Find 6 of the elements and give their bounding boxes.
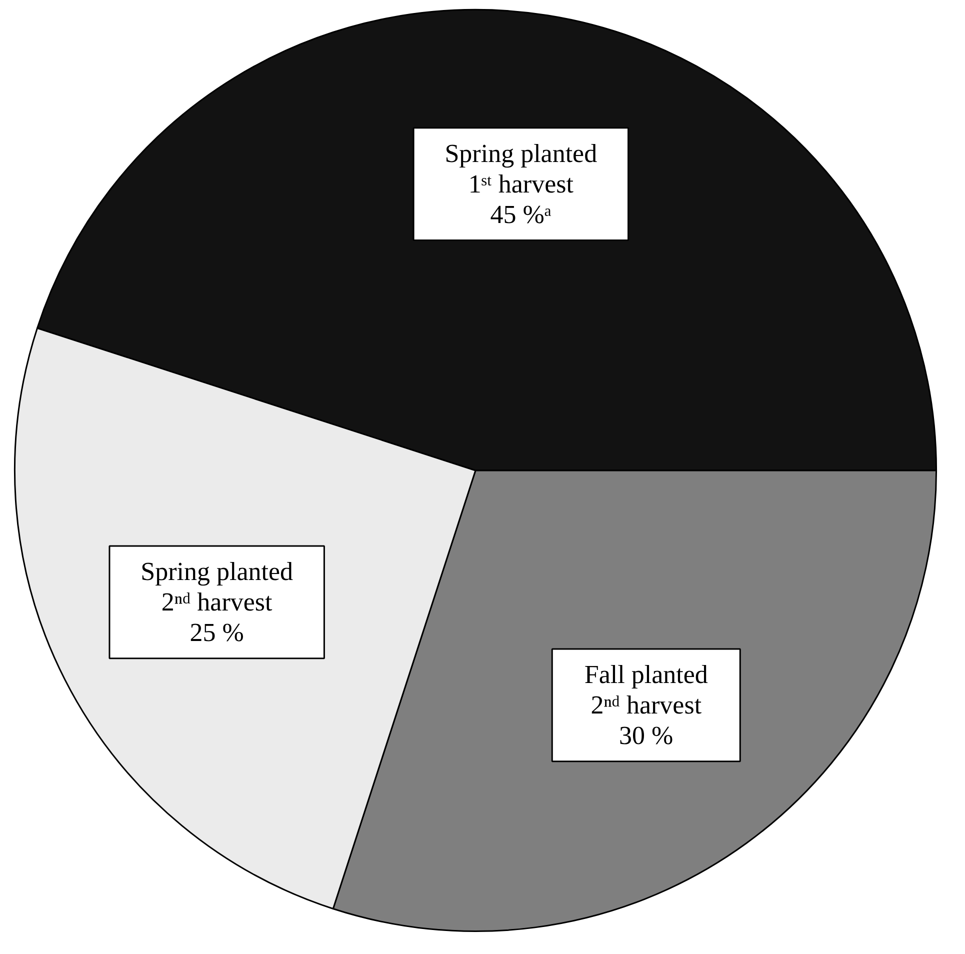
slice-label: Spring planted 1ˢᵗ harvest <box>444 139 598 199</box>
data-label: 25 % <box>190 618 244 648</box>
slice-label: Spring planted 2ⁿᵈ harvest <box>140 557 294 617</box>
data-label: 30 % <box>619 721 674 750</box>
slice-label: Fall planted 2ⁿᵈ harvest <box>584 660 708 720</box>
data-label: 45 %ᵃ <box>490 200 552 229</box>
